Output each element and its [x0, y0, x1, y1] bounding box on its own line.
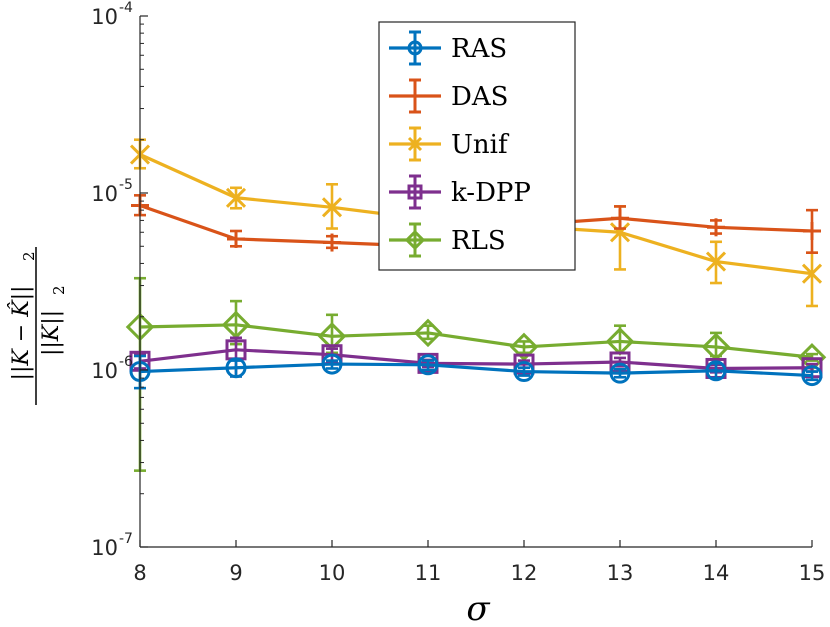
series-line — [139, 362, 813, 378]
legend-label: k-DPP — [451, 178, 531, 208]
y-tick-exponent: -4 — [119, 0, 133, 16]
marker-circle — [513, 361, 535, 383]
marker-circle — [705, 360, 727, 382]
y-tick-base: 10 — [91, 536, 118, 560]
legend-item-rls: RLS — [389, 222, 506, 258]
y-tick-label: 10 -4 — [91, 0, 133, 29]
legend-label: RLS — [451, 226, 506, 256]
marker-diamond — [404, 229, 426, 251]
legend-item-unif: Unif — [389, 126, 510, 162]
x-axis-label: σ — [466, 589, 490, 627]
marker-diamond — [509, 332, 539, 362]
marker-cross — [225, 187, 247, 208]
x-tick-label: 15 — [799, 561, 826, 585]
y-tick-exponent: -5 — [119, 177, 133, 193]
y-tick-label: 10 -5 — [91, 177, 133, 206]
y-label-numerator: ||K − K̂|| — [8, 286, 34, 381]
marker-circle — [407, 40, 423, 56]
y-tick-base: 10 — [91, 182, 118, 206]
legend: RAS DAS Unif k-DPP RLS — [378, 21, 576, 271]
legend-label: RAS — [451, 34, 507, 64]
y-tick-base: 10 — [91, 359, 118, 383]
y-axis-label: ||K − K̂|| 2 ||K|| 2 — [8, 247, 68, 405]
marker-circle — [225, 357, 247, 379]
marker-cross — [609, 222, 631, 243]
y-label-denominator: ||K|| — [39, 310, 64, 356]
x-tick-label: 13 — [607, 561, 634, 585]
y-tick-base: 10 — [91, 5, 118, 29]
legend-item-k-dpp: k-DPP — [389, 174, 531, 210]
marker-circle — [417, 354, 439, 376]
series-line — [139, 348, 813, 371]
marker-cross — [407, 136, 423, 152]
x-tick-label: 14 — [703, 561, 730, 585]
y-tick-label: 10 -7 — [91, 531, 133, 560]
legend-item-das: DAS — [389, 78, 508, 114]
marker-circle — [801, 365, 823, 387]
marker-diamond — [413, 318, 443, 348]
y-label-denominator-subscript: 2 — [50, 285, 68, 295]
marker-cross — [321, 197, 343, 218]
x-tick-label: 12 — [511, 561, 538, 585]
marker-cross — [801, 263, 823, 284]
x-tick-label: 11 — [415, 561, 442, 585]
marker-cross — [705, 251, 727, 272]
legend-item-ras: RAS — [389, 30, 507, 66]
marker-square — [407, 184, 423, 200]
x-tick-label: 9 — [229, 561, 242, 585]
y-label-numerator-subscript: 2 — [20, 251, 38, 261]
y-tick-exponent: -7 — [119, 531, 133, 547]
marker-circle — [321, 353, 343, 375]
marker-circle — [609, 362, 631, 384]
x-tick-label: 10 — [319, 561, 346, 585]
x-tick-label: 8 — [133, 561, 146, 585]
legend-label: Unif — [451, 130, 510, 160]
y-tick-exponent: -6 — [119, 354, 133, 370]
legend-label: DAS — [451, 82, 508, 112]
series-line — [139, 323, 813, 359]
y-tick-label: 10 -6 — [91, 354, 133, 383]
